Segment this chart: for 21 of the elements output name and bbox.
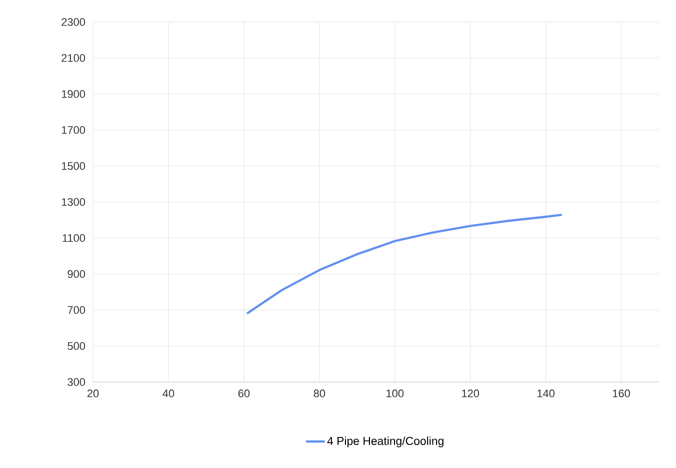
line-series [246,214,562,314]
x-tick-label: 60 [238,390,250,398]
y-tick-label: 700 [68,306,86,314]
y-tick-label: 1100 [62,234,86,242]
legend-label: 4 Pipe Heating/Cooling [327,436,444,448]
y-tick-label: 900 [68,270,86,278]
y-tick-label: 2300 [62,18,86,26]
x-tick-label: 20 [87,390,99,398]
y-tick-label: 500 [68,342,86,350]
y-tick-label: 1500 [62,162,86,170]
y-tick-label: 1900 [62,90,86,98]
y-tick-label: 1300 [62,198,86,206]
x-tick-label: 160 [612,390,630,398]
x-tick-label: 140 [537,390,555,398]
y-tick-label: 300 [68,378,86,386]
x-tick-label: 120 [462,390,480,398]
x-tick-label: 40 [162,390,174,398]
y-tick-label: 2100 [62,54,86,62]
y-tick-label: 1700 [62,126,86,134]
x-tick-label: 100 [386,390,404,398]
x-tick-label: 80 [314,390,326,398]
